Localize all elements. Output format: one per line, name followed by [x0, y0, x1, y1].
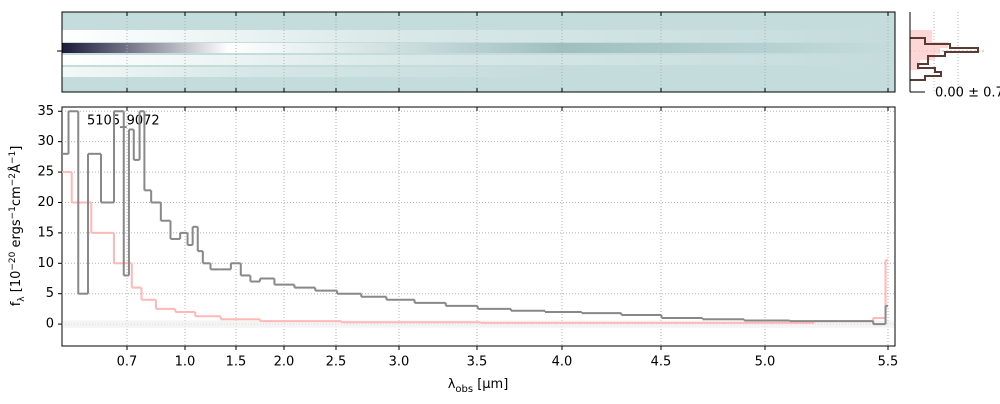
x-tick-label: 3.0	[389, 355, 410, 370]
y-tick-label: 10	[37, 256, 54, 271]
y-tick-label: 20	[37, 195, 54, 210]
x-tick-label: 4.0	[552, 355, 573, 370]
x-tick-label: 3.5	[467, 355, 488, 370]
series	[62, 171, 888, 324]
spectrum-2d-panel	[57, 11, 896, 93]
y-tick-label: 25	[37, 165, 54, 180]
side-histogram-panel: 0.00 ± 0.70	[909, 12, 1000, 101]
x-axis-label-part: λ	[448, 377, 456, 392]
y-tick-label: 15	[37, 225, 54, 240]
x-axis-label: λobs [μm]	[448, 377, 509, 395]
side-label: 0.00 ± 0.70	[935, 86, 1000, 101]
step-riser	[70, 172, 887, 323]
x-tick-label: 0.7	[117, 355, 138, 370]
x-axis-label-part: obs	[455, 384, 473, 395]
zero-band	[63, 320, 894, 328]
y-axis-label-part: [10	[9, 271, 24, 297]
x-axis-label-part: [μm]	[473, 377, 508, 392]
y-axis-label-part: ]	[9, 146, 24, 151]
y-axis-label-part: −20	[8, 251, 18, 270]
x-tick-label: 4.5	[651, 355, 672, 370]
series	[62, 110, 888, 326]
y-tick-label: 35	[37, 104, 54, 119]
x-tick-label: 2.5	[326, 355, 347, 370]
plot-frame	[61, 106, 896, 347]
y-tick-label: 0	[46, 317, 54, 332]
y-axis-label-part: −2	[8, 173, 18, 186]
y-axis-label-part: ergs	[9, 219, 24, 251]
x-tick-label: 5.5	[878, 355, 899, 370]
x-tick-label: 2.0	[274, 355, 295, 370]
y-axis-label-part: λ	[17, 296, 27, 302]
y-axis-label-part: −1	[8, 206, 18, 219]
y-axis-label-part: f	[9, 301, 24, 306]
x-tick-label: 1.0	[175, 355, 196, 370]
x-tick-label: 1.5	[226, 355, 247, 370]
y-axis-label-part: −1	[8, 151, 18, 164]
y-axis-label-part: Å	[8, 164, 24, 173]
y-tick-label: 30	[37, 134, 54, 149]
x-tick-label: 5.0	[755, 355, 776, 370]
y-axis-label: fλ [10−20 ergs−1cm−2Å−1]	[8, 146, 27, 307]
y-axis-label-part: cm	[9, 186, 24, 206]
y-tick-label: 5	[46, 286, 54, 301]
